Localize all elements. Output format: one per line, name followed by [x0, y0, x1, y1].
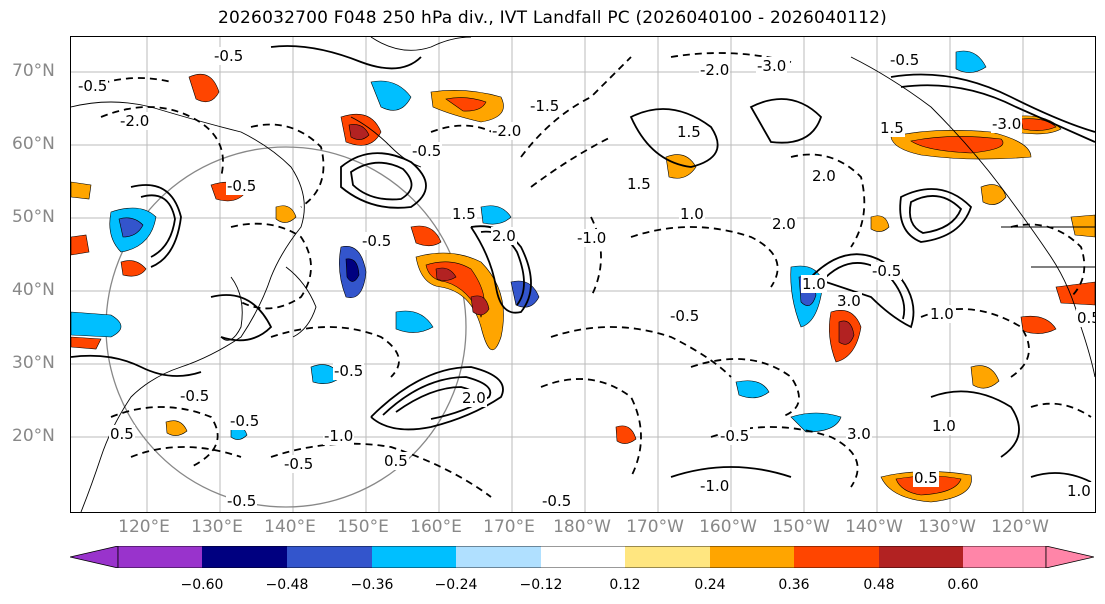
contour-label: 0.5 — [109, 425, 135, 443]
contour-label: -2.0 — [699, 61, 731, 79]
contour-label: 2.0 — [491, 227, 517, 245]
contour-label: -0.5 — [226, 177, 258, 195]
colorbar-tick: 0.12 — [609, 577, 641, 593]
lon-label-160e: 160°E — [410, 517, 462, 537]
lon-label-170e: 170°E — [483, 517, 535, 537]
contour-label: 1.0 — [1066, 482, 1092, 500]
coastlines — [71, 37, 1095, 512]
colorbar-tick: −0.12 — [519, 577, 563, 593]
contour-label: 3.0 — [836, 292, 862, 310]
contour-label: 1.0 — [929, 305, 955, 323]
lon-label-180w: 180°W — [553, 517, 611, 537]
contour-label: -1.0 — [323, 427, 355, 445]
contour-label: -0.5 — [361, 232, 393, 250]
contour-label: -0.5 — [541, 492, 573, 510]
contour-label: -0.5 — [889, 51, 921, 69]
colorbar-segment — [372, 546, 456, 568]
lat-label-50n: 50°N — [12, 207, 55, 227]
colorbar-extend-low — [70, 546, 119, 568]
lon-label-130w: 130°W — [918, 517, 976, 537]
lon-label-170w: 170°W — [626, 517, 684, 537]
lat-label-20n: 20°N — [12, 426, 55, 446]
colorbar-tick: 0.36 — [778, 577, 810, 593]
contour-label: 1.0 — [801, 275, 827, 293]
lon-label-120w: 120°W — [991, 517, 1049, 537]
contour-label: 2.0 — [811, 167, 837, 185]
contour-label: -2.0 — [119, 112, 151, 130]
lat-label-30n: 30°N — [12, 353, 55, 373]
contour-label: -0.5 — [229, 412, 261, 430]
colorbar-tick: −0.60 — [180, 577, 224, 593]
contour-label: -3.0 — [991, 115, 1023, 133]
contour-label: -0.5 — [283, 455, 315, 473]
colorbar-segment — [202, 546, 287, 568]
colorbar-segment — [456, 546, 541, 568]
colorbar-segments — [70, 546, 1094, 568]
contour-label: -0.5 — [719, 427, 751, 445]
divergence-shading — [71, 50, 1095, 503]
colorbar-segment — [118, 546, 202, 568]
lat-label-60n: 60°N — [12, 134, 55, 154]
colorbar-segment — [287, 546, 372, 568]
contour-label: 3.0 — [846, 425, 872, 443]
lon-label-120e: 120°E — [118, 517, 170, 537]
map-canvas — [71, 37, 1095, 512]
graticule — [71, 37, 1095, 512]
colorbar-tick: −0.48 — [265, 577, 309, 593]
colorbar-segment — [710, 546, 794, 568]
contour-label: -3.0 — [756, 57, 788, 75]
colorbar-segment — [879, 546, 963, 568]
colorbar-tick: 0.24 — [694, 577, 726, 593]
lon-label-150w: 150°W — [772, 517, 830, 537]
lat-label-70n: 70°N — [12, 61, 55, 81]
lon-label-160w: 160°W — [699, 517, 757, 537]
contour-label: 2.0 — [771, 215, 797, 233]
colorbar-tick: 0.60 — [947, 577, 979, 593]
contour-label: 0.5 — [1076, 309, 1095, 327]
lat-label-40n: 40°N — [12, 280, 55, 300]
contour-label: -0.5 — [411, 142, 443, 160]
colorbar-tick: −0.24 — [434, 577, 478, 593]
contour-label: -1.0 — [576, 229, 608, 247]
contour-label: -1.5 — [529, 97, 561, 115]
colorbar-segment — [625, 546, 710, 568]
contour-label: -1.0 — [699, 477, 731, 495]
contour-label: -0.5 — [179, 387, 211, 405]
contour-label: 1.0 — [679, 205, 705, 223]
contour-label: 1.5 — [676, 123, 702, 141]
contour-label: 1.0 — [931, 417, 957, 435]
contour-label: -2.0 — [491, 122, 523, 140]
lon-label-140w: 140°W — [845, 517, 903, 537]
contour-label: -0.5 — [213, 47, 245, 65]
contour-label: 1.5 — [626, 175, 652, 193]
contour-label: 2.0 — [461, 389, 487, 407]
contour-label: -0.5 — [333, 362, 365, 380]
contour-label: -0.5 — [669, 307, 701, 325]
colorbar-segment — [541, 546, 625, 568]
colorbar-segment — [794, 546, 879, 568]
colorbar-tick: −0.36 — [350, 577, 394, 593]
contour-label: -0.5 — [226, 492, 258, 510]
lon-label-130e: 130°E — [191, 517, 243, 537]
colorbar-segment — [963, 546, 1046, 568]
contour-label: 0.5 — [383, 452, 409, 470]
lon-label-140e: 140°E — [264, 517, 316, 537]
colorbar-tick: 0.48 — [863, 577, 895, 593]
contour-label: -0.5 — [77, 77, 109, 95]
contour-label: 0.5 — [913, 469, 939, 487]
colorbar-extend-high — [1045, 546, 1094, 568]
map-panel: -0.5 -0.5 -2.0 -0.5 -0.5 1.5 2.0 -2.0 -1… — [70, 36, 1096, 513]
lon-label-150e: 150°E — [337, 517, 389, 537]
colorbar — [70, 546, 1094, 568]
contour-label: 1.5 — [879, 119, 905, 137]
map-title: 2026032700 F048 250 hPa div., IVT Landfa… — [218, 8, 887, 28]
contour-label: -0.5 — [871, 262, 903, 280]
contour-label: 1.5 — [451, 205, 477, 223]
